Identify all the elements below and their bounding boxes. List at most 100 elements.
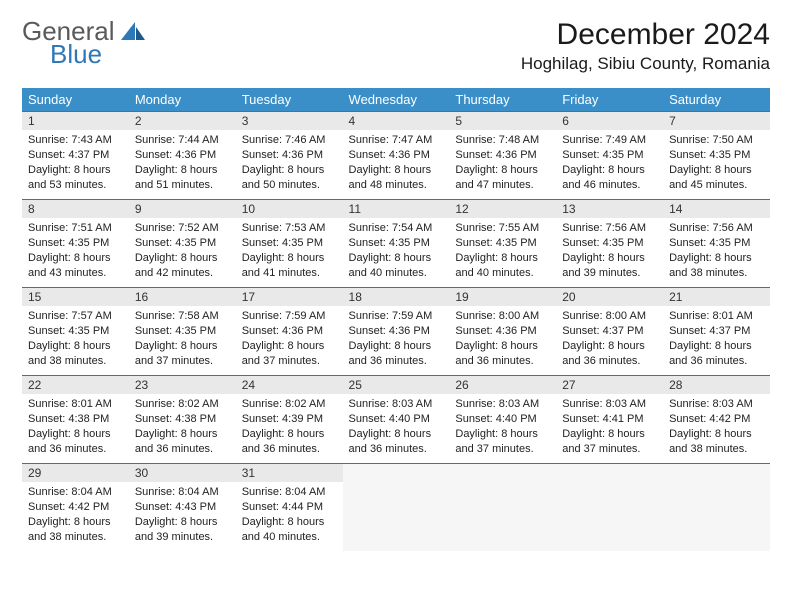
brand-line2: Blue <box>50 41 145 67</box>
calendar-day-cell: 10Sunrise: 7:53 AMSunset: 4:35 PMDayligh… <box>236 199 343 287</box>
day-details: Sunrise: 8:03 AMSunset: 4:41 PMDaylight:… <box>556 394 663 460</box>
calendar-day-cell <box>556 463 663 551</box>
calendar-day-cell: 28Sunrise: 8:03 AMSunset: 4:42 PMDayligh… <box>663 375 770 463</box>
calendar-day-cell: 11Sunrise: 7:54 AMSunset: 4:35 PMDayligh… <box>343 199 450 287</box>
day-number: 12 <box>449 199 556 218</box>
day-number: 19 <box>449 287 556 306</box>
day-details: Sunrise: 7:44 AMSunset: 4:36 PMDaylight:… <box>129 130 236 196</box>
day-number: 27 <box>556 375 663 394</box>
day-details: Sunrise: 8:00 AMSunset: 4:37 PMDaylight:… <box>556 306 663 372</box>
day-details: Sunrise: 7:53 AMSunset: 4:35 PMDaylight:… <box>236 218 343 284</box>
day-number: 24 <box>236 375 343 394</box>
day-number: 9 <box>129 199 236 218</box>
day-number: 3 <box>236 111 343 130</box>
calendar-day-cell: 6Sunrise: 7:49 AMSunset: 4:35 PMDaylight… <box>556 111 663 199</box>
day-details: Sunrise: 8:04 AMSunset: 4:44 PMDaylight:… <box>236 482 343 548</box>
day-details: Sunrise: 7:49 AMSunset: 4:35 PMDaylight:… <box>556 130 663 196</box>
day-details: Sunrise: 7:51 AMSunset: 4:35 PMDaylight:… <box>22 218 129 284</box>
calendar-day-cell <box>663 463 770 551</box>
calendar-day-cell: 27Sunrise: 8:03 AMSunset: 4:41 PMDayligh… <box>556 375 663 463</box>
day-number: 30 <box>129 463 236 482</box>
day-number: 13 <box>556 199 663 218</box>
day-number: 1 <box>22 111 129 130</box>
calendar-day-cell: 23Sunrise: 8:02 AMSunset: 4:38 PMDayligh… <box>129 375 236 463</box>
day-details: Sunrise: 7:47 AMSunset: 4:36 PMDaylight:… <box>343 130 450 196</box>
calendar-day-cell: 15Sunrise: 7:57 AMSunset: 4:35 PMDayligh… <box>22 287 129 375</box>
calendar-day-cell: 31Sunrise: 8:04 AMSunset: 4:44 PMDayligh… <box>236 463 343 551</box>
calendar-day-cell: 29Sunrise: 8:04 AMSunset: 4:42 PMDayligh… <box>22 463 129 551</box>
weekday-header: Saturday <box>663 88 770 111</box>
day-number: 18 <box>343 287 450 306</box>
day-details: Sunrise: 7:56 AMSunset: 4:35 PMDaylight:… <box>556 218 663 284</box>
calendar-day-cell: 16Sunrise: 7:58 AMSunset: 4:35 PMDayligh… <box>129 287 236 375</box>
calendar-day-cell: 21Sunrise: 8:01 AMSunset: 4:37 PMDayligh… <box>663 287 770 375</box>
weekday-header: Sunday <box>22 88 129 111</box>
day-details: Sunrise: 8:01 AMSunset: 4:38 PMDaylight:… <box>22 394 129 460</box>
empty-day <box>449 463 556 551</box>
day-details: Sunrise: 8:01 AMSunset: 4:37 PMDaylight:… <box>663 306 770 372</box>
calendar-day-cell: 20Sunrise: 8:00 AMSunset: 4:37 PMDayligh… <box>556 287 663 375</box>
day-details: Sunrise: 8:04 AMSunset: 4:42 PMDaylight:… <box>22 482 129 548</box>
day-number: 17 <box>236 287 343 306</box>
location: Hoghilag, Sibiu County, Romania <box>521 54 770 74</box>
day-details: Sunrise: 7:43 AMSunset: 4:37 PMDaylight:… <box>22 130 129 196</box>
day-number: 2 <box>129 111 236 130</box>
day-number: 21 <box>663 287 770 306</box>
calendar-day-cell: 1Sunrise: 7:43 AMSunset: 4:37 PMDaylight… <box>22 111 129 199</box>
day-number: 28 <box>663 375 770 394</box>
day-number: 26 <box>449 375 556 394</box>
calendar-day-cell: 25Sunrise: 8:03 AMSunset: 4:40 PMDayligh… <box>343 375 450 463</box>
day-details: Sunrise: 7:52 AMSunset: 4:35 PMDaylight:… <box>129 218 236 284</box>
day-details: Sunrise: 7:59 AMSunset: 4:36 PMDaylight:… <box>343 306 450 372</box>
brand-sail-icon <box>121 22 145 40</box>
day-number: 22 <box>22 375 129 394</box>
day-details: Sunrise: 7:50 AMSunset: 4:35 PMDaylight:… <box>663 130 770 196</box>
day-details: Sunrise: 8:00 AMSunset: 4:36 PMDaylight:… <box>449 306 556 372</box>
day-number: 14 <box>663 199 770 218</box>
day-details: Sunrise: 7:46 AMSunset: 4:36 PMDaylight:… <box>236 130 343 196</box>
day-details: Sunrise: 8:02 AMSunset: 4:38 PMDaylight:… <box>129 394 236 460</box>
calendar-day-cell: 4Sunrise: 7:47 AMSunset: 4:36 PMDaylight… <box>343 111 450 199</box>
calendar-day-cell: 3Sunrise: 7:46 AMSunset: 4:36 PMDaylight… <box>236 111 343 199</box>
day-number: 5 <box>449 111 556 130</box>
day-number: 11 <box>343 199 450 218</box>
calendar-day-cell: 24Sunrise: 8:02 AMSunset: 4:39 PMDayligh… <box>236 375 343 463</box>
day-number: 25 <box>343 375 450 394</box>
day-details: Sunrise: 7:58 AMSunset: 4:35 PMDaylight:… <box>129 306 236 372</box>
day-number: 7 <box>663 111 770 130</box>
calendar-day-cell: 5Sunrise: 7:48 AMSunset: 4:36 PMDaylight… <box>449 111 556 199</box>
empty-day <box>663 463 770 551</box>
calendar-body: 1Sunrise: 7:43 AMSunset: 4:37 PMDaylight… <box>22 111 770 551</box>
day-number: 15 <box>22 287 129 306</box>
day-details: Sunrise: 8:04 AMSunset: 4:43 PMDaylight:… <box>129 482 236 548</box>
calendar-day-cell: 30Sunrise: 8:04 AMSunset: 4:43 PMDayligh… <box>129 463 236 551</box>
calendar-day-cell: 14Sunrise: 7:56 AMSunset: 4:35 PMDayligh… <box>663 199 770 287</box>
day-details: Sunrise: 7:56 AMSunset: 4:35 PMDaylight:… <box>663 218 770 284</box>
day-number: 31 <box>236 463 343 482</box>
calendar-week-row: 8Sunrise: 7:51 AMSunset: 4:35 PMDaylight… <box>22 199 770 287</box>
weekday-header: Wednesday <box>343 88 450 111</box>
calendar-day-cell: 7Sunrise: 7:50 AMSunset: 4:35 PMDaylight… <box>663 111 770 199</box>
day-details: Sunrise: 7:55 AMSunset: 4:35 PMDaylight:… <box>449 218 556 284</box>
calendar-day-cell: 26Sunrise: 8:03 AMSunset: 4:40 PMDayligh… <box>449 375 556 463</box>
calendar-day-cell <box>449 463 556 551</box>
day-number: 20 <box>556 287 663 306</box>
day-number: 6 <box>556 111 663 130</box>
day-details: Sunrise: 8:02 AMSunset: 4:39 PMDaylight:… <box>236 394 343 460</box>
calendar-day-cell: 8Sunrise: 7:51 AMSunset: 4:35 PMDaylight… <box>22 199 129 287</box>
brand-logo: General Blue <box>22 18 145 67</box>
day-details: Sunrise: 7:48 AMSunset: 4:36 PMDaylight:… <box>449 130 556 196</box>
empty-day <box>556 463 663 551</box>
day-details: Sunrise: 7:59 AMSunset: 4:36 PMDaylight:… <box>236 306 343 372</box>
day-details: Sunrise: 8:03 AMSunset: 4:40 PMDaylight:… <box>449 394 556 460</box>
weekday-header-row: SundayMondayTuesdayWednesdayThursdayFrid… <box>22 88 770 111</box>
day-number: 29 <box>22 463 129 482</box>
calendar-week-row: 29Sunrise: 8:04 AMSunset: 4:42 PMDayligh… <box>22 463 770 551</box>
day-number: 16 <box>129 287 236 306</box>
weekday-header: Thursday <box>449 88 556 111</box>
calendar-day-cell: 12Sunrise: 7:55 AMSunset: 4:35 PMDayligh… <box>449 199 556 287</box>
header: General Blue December 2024 Hoghilag, Sib… <box>22 18 770 74</box>
calendar-week-row: 1Sunrise: 7:43 AMSunset: 4:37 PMDaylight… <box>22 111 770 199</box>
day-details: Sunrise: 8:03 AMSunset: 4:42 PMDaylight:… <box>663 394 770 460</box>
day-details: Sunrise: 8:03 AMSunset: 4:40 PMDaylight:… <box>343 394 450 460</box>
